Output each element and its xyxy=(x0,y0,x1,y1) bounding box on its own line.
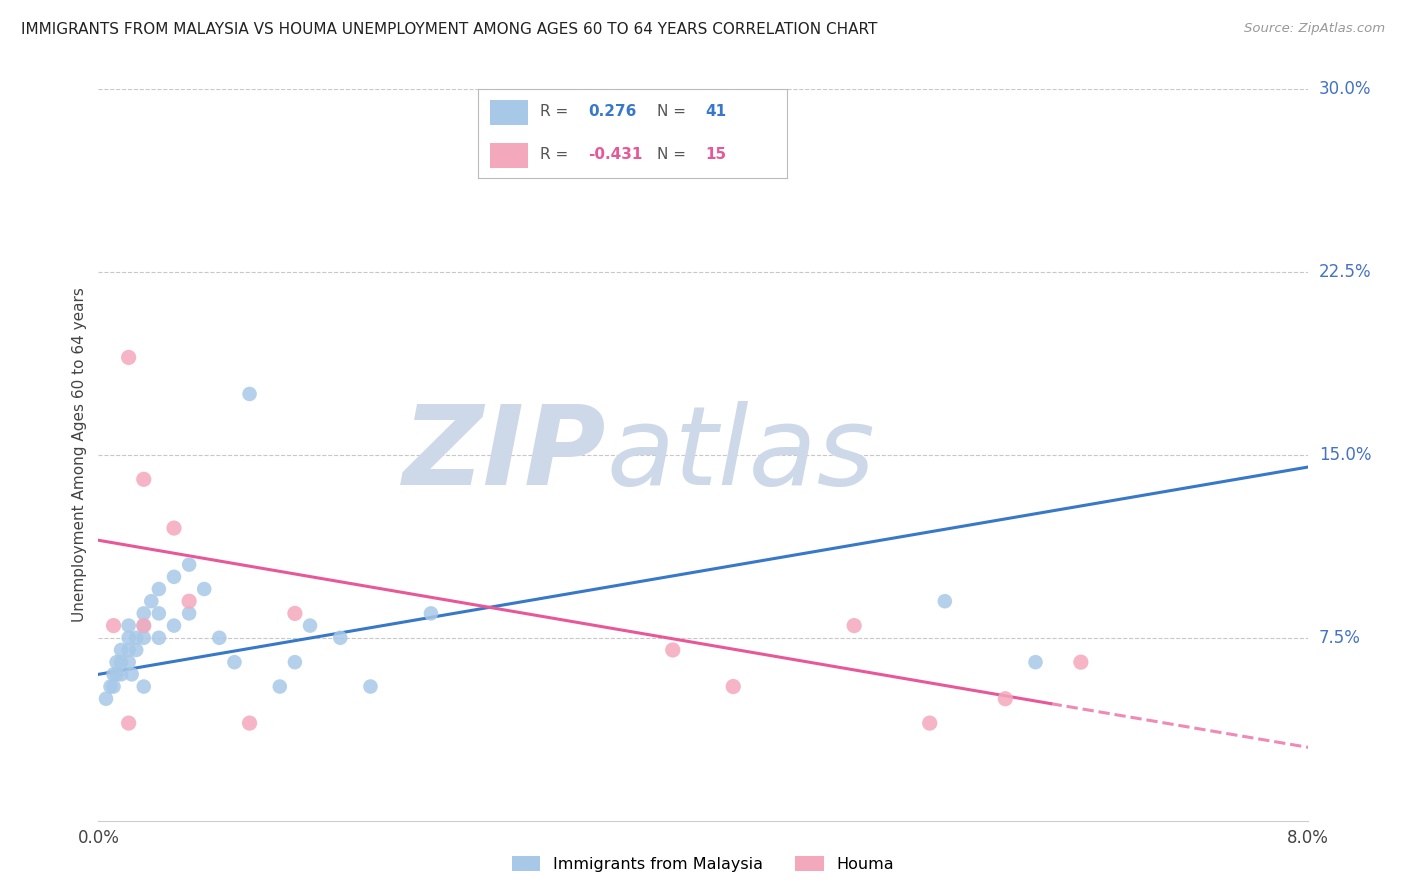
Point xyxy=(103,618,125,632)
Point xyxy=(329,631,352,645)
Text: 7.5%: 7.5% xyxy=(1319,629,1361,647)
Point xyxy=(419,607,441,621)
Point xyxy=(224,655,246,669)
Point xyxy=(110,643,132,657)
Point xyxy=(118,716,141,731)
Point xyxy=(132,472,155,486)
Point xyxy=(148,631,170,645)
Point xyxy=(994,691,1017,706)
Point xyxy=(239,387,262,401)
Point xyxy=(118,643,141,657)
Point xyxy=(125,631,148,645)
Point xyxy=(132,607,155,621)
Point xyxy=(284,607,307,621)
Point xyxy=(121,667,143,681)
Bar xyxy=(491,100,527,125)
Point xyxy=(103,667,125,681)
Point xyxy=(208,631,231,645)
Text: ZIP: ZIP xyxy=(402,401,606,508)
Point xyxy=(359,680,381,694)
Point xyxy=(193,582,215,596)
Point xyxy=(132,680,155,694)
Text: R =: R = xyxy=(540,147,574,162)
Point xyxy=(141,594,163,608)
Text: -0.431: -0.431 xyxy=(588,147,643,162)
Point xyxy=(118,655,141,669)
Point xyxy=(94,691,117,706)
Point xyxy=(284,655,307,669)
Text: IMMIGRANTS FROM MALAYSIA VS HOUMA UNEMPLOYMENT AMONG AGES 60 TO 64 YEARS CORRELA: IMMIGRANTS FROM MALAYSIA VS HOUMA UNEMPL… xyxy=(21,22,877,37)
Text: 30.0%: 30.0% xyxy=(1319,80,1371,98)
Point xyxy=(100,680,122,694)
Text: Source: ZipAtlas.com: Source: ZipAtlas.com xyxy=(1244,22,1385,36)
Text: N =: N = xyxy=(658,104,692,120)
Point xyxy=(103,680,125,694)
Point xyxy=(1070,655,1092,669)
Text: 15.0%: 15.0% xyxy=(1319,446,1371,464)
Point xyxy=(479,155,503,169)
Point xyxy=(132,618,155,632)
Point xyxy=(163,618,186,632)
Point xyxy=(1024,655,1046,669)
Point xyxy=(299,618,322,632)
Legend: Immigrants from Malaysia, Houma: Immigrants from Malaysia, Houma xyxy=(505,849,901,879)
Point xyxy=(118,618,141,632)
Point xyxy=(844,618,866,632)
Point xyxy=(148,607,170,621)
Point xyxy=(934,594,956,608)
Point xyxy=(661,643,683,657)
Point xyxy=(110,667,132,681)
Point xyxy=(118,631,141,645)
Text: 22.5%: 22.5% xyxy=(1319,263,1371,281)
Point xyxy=(163,521,186,535)
Point xyxy=(110,655,132,669)
Text: 41: 41 xyxy=(706,104,727,120)
Text: 15: 15 xyxy=(706,147,727,162)
Point xyxy=(918,716,941,731)
Point xyxy=(179,607,201,621)
Point xyxy=(723,680,745,694)
Point xyxy=(132,631,155,645)
Point xyxy=(118,351,141,365)
Point xyxy=(239,716,262,731)
Point xyxy=(132,618,155,632)
Text: R =: R = xyxy=(540,104,574,120)
Point xyxy=(148,582,170,596)
Point xyxy=(269,680,291,694)
Point xyxy=(105,655,128,669)
Text: atlas: atlas xyxy=(606,401,875,508)
Text: N =: N = xyxy=(658,147,692,162)
Y-axis label: Unemployment Among Ages 60 to 64 years: Unemployment Among Ages 60 to 64 years xyxy=(72,287,87,623)
Text: 0.276: 0.276 xyxy=(588,104,637,120)
Bar xyxy=(491,143,527,168)
Point xyxy=(163,570,186,584)
Point xyxy=(105,667,128,681)
Point xyxy=(125,643,148,657)
Point xyxy=(179,558,201,572)
Point xyxy=(179,594,201,608)
